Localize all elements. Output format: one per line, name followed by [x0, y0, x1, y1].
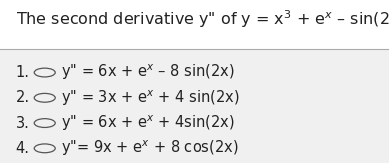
Text: 2.: 2.: [16, 90, 30, 105]
Text: y"= 9x + e$^x$ + 8 cos(2x): y"= 9x + e$^x$ + 8 cos(2x): [61, 139, 239, 158]
Text: 3.: 3.: [16, 116, 30, 131]
Text: y" = 6x + e$^x$ + 4sin(2x): y" = 6x + e$^x$ + 4sin(2x): [61, 113, 235, 133]
Text: y" = 3x + e$^x$ + 4 sin(2x): y" = 3x + e$^x$ + 4 sin(2x): [61, 88, 240, 108]
FancyBboxPatch shape: [0, 0, 389, 49]
Text: 1.: 1.: [16, 65, 30, 80]
Text: The second derivative y" of y = x$^3$ + e$^x$ – sin(2x) is ...: The second derivative y" of y = x$^3$ + …: [16, 8, 389, 30]
Text: 4.: 4.: [16, 141, 30, 156]
Text: y" = 6x + e$^x$ – 8 sin(2x): y" = 6x + e$^x$ – 8 sin(2x): [61, 63, 235, 82]
